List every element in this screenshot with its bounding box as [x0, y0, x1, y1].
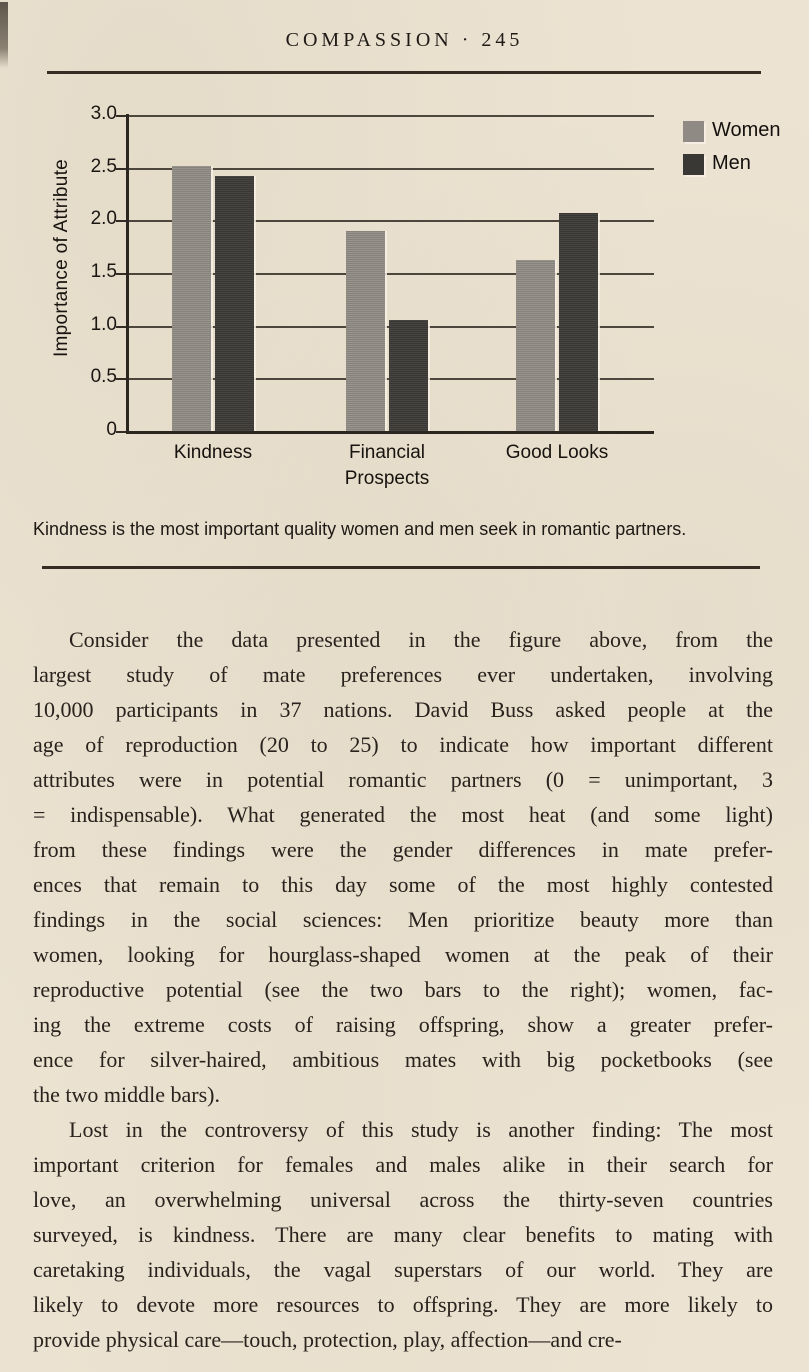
body-line: findings in the social sciences: Men pri… [33, 907, 773, 932]
body-line: attributes were in potential romantic pa… [33, 767, 773, 792]
body-line: women, looking for hourglass-shaped wome… [33, 942, 773, 967]
body-line: surveyed, is kindness. There are many cl… [33, 1222, 773, 1247]
x-axis-line [126, 431, 654, 434]
y-tick-mark [116, 273, 126, 275]
figure-top-rule [47, 71, 761, 74]
category-label-kindness: Kindness [173, 442, 253, 463]
y-tick-mark [116, 115, 126, 117]
bar-men-financial-prospects [389, 320, 428, 431]
body-text: Consider the data presented in the figur… [33, 622, 773, 1357]
gridline [126, 220, 654, 222]
y-tick-mark [116, 378, 126, 380]
bar-women-kindness [172, 166, 211, 431]
body-line: likely to devote more resources to offsp… [33, 1292, 773, 1317]
body-line: important criterion for females and male… [33, 1152, 773, 1177]
body-line: the two middle bars). [33, 1082, 220, 1107]
body-line: 10,000 participants in 37 nations. David… [33, 697, 773, 722]
y-tick-mark [116, 220, 126, 222]
legend-label-women: Women [712, 119, 781, 141]
legend-swatch-men [683, 154, 704, 175]
category-label-financial-prospects: Financial Prospects [344, 442, 430, 489]
body-line: age of reproduction (20 to 25) to indica… [33, 732, 773, 757]
figure-caption: Kindness is the most important quality w… [33, 519, 687, 539]
y-tick-mark [116, 326, 126, 328]
y-tick-label: 2.0 [90, 208, 117, 229]
gridline [126, 273, 654, 275]
y-tick-label: 3.0 [90, 103, 117, 124]
body-line: from these findings were the gender diff… [33, 837, 773, 862]
bar-men-kindness [215, 176, 254, 431]
body-line: ing the extreme costs of raising offspri… [33, 1012, 773, 1037]
body-line: Consider the data presented in the figur… [69, 627, 773, 652]
body-line: provide physical care—touch, protection,… [33, 1327, 622, 1352]
legend-label-men: Men [712, 152, 751, 174]
y-tick-label: 1.0 [90, 314, 117, 335]
y-tick-label: 0 [106, 419, 117, 440]
figure-bottom-rule [42, 566, 760, 569]
bar-women-financial-prospects [346, 231, 385, 431]
body-line: ences that remain to this day some of th… [33, 872, 773, 897]
legend-swatch-women [683, 121, 704, 142]
y-tick-mark [116, 431, 126, 433]
body-line: = indispensable). What generated the mos… [33, 802, 773, 827]
category-label-good-looks: Good Looks [505, 442, 609, 463]
body-line: Lost in the controversy of this study is… [69, 1117, 773, 1142]
gridline [126, 115, 654, 117]
bar-men-good-looks [559, 213, 598, 431]
body-line: largest study of mate preferences ever u… [33, 662, 773, 687]
y-axis-line [126, 114, 129, 434]
scan-edge-artifact [0, 2, 8, 68]
y-tick-mark [116, 168, 126, 170]
body-line: reproductive potential (see the two bars… [33, 977, 773, 1002]
body-line: love, an overwhelming universal across t… [33, 1187, 773, 1212]
running-head: COMPASSION · 245 [285, 29, 524, 51]
bar-women-good-looks [516, 260, 555, 431]
y-tick-label: 1.5 [90, 261, 117, 282]
body-line: ence for silver-haired, ambitious mates … [33, 1047, 773, 1072]
body-line: caretaking individuals, the vagal supers… [33, 1257, 773, 1282]
gridline [126, 168, 654, 170]
y-tick-label: 2.5 [90, 156, 117, 177]
y-tick-label: 0.5 [90, 366, 117, 387]
